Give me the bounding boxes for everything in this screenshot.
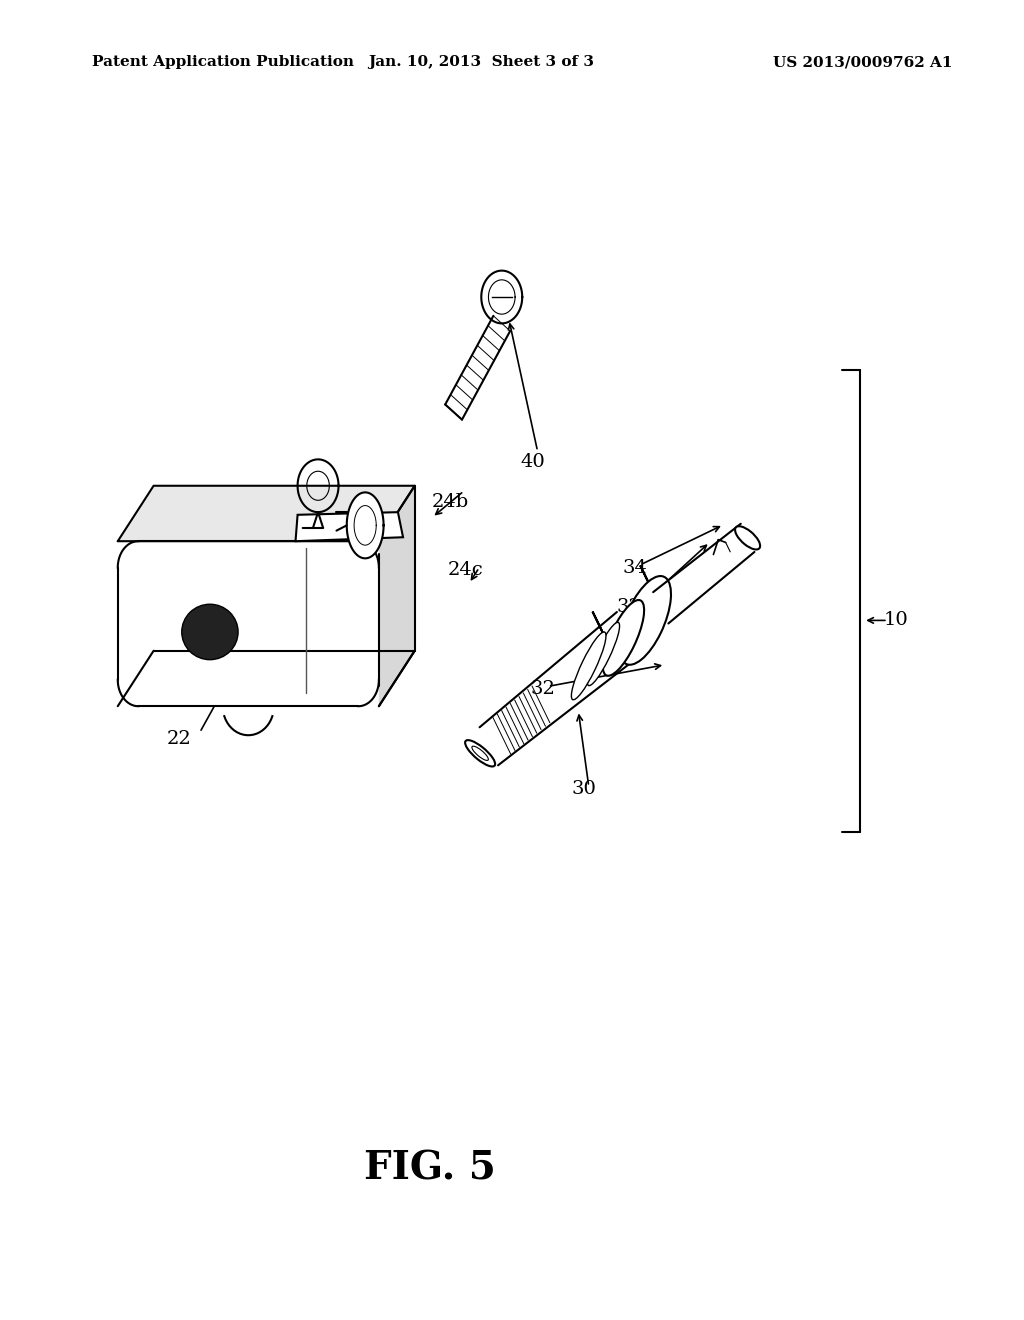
Text: 32a: 32a — [616, 598, 653, 616]
Polygon shape — [118, 486, 415, 541]
Text: 24: 24 — [326, 492, 350, 511]
Ellipse shape — [620, 576, 671, 665]
Ellipse shape — [472, 746, 488, 760]
Text: 22: 22 — [167, 730, 191, 748]
Text: US 2013/0009762 A1: US 2013/0009762 A1 — [773, 55, 952, 70]
Text: Patent Application Publication: Patent Application Publication — [92, 55, 354, 70]
Text: 40: 40 — [520, 453, 545, 471]
Text: 32: 32 — [530, 680, 555, 698]
Text: 30: 30 — [571, 780, 596, 799]
Polygon shape — [379, 486, 415, 706]
Text: 24b: 24b — [432, 492, 469, 511]
Text: Jan. 10, 2013  Sheet 3 of 3: Jan. 10, 2013 Sheet 3 of 3 — [369, 55, 594, 70]
Polygon shape — [296, 512, 403, 541]
Text: FIG. 5: FIG. 5 — [365, 1150, 496, 1187]
Text: 20: 20 — [126, 591, 151, 610]
Text: 10: 10 — [884, 611, 908, 630]
Ellipse shape — [588, 622, 620, 685]
Text: 24c: 24c — [449, 561, 483, 579]
Text: 24a: 24a — [289, 631, 326, 649]
Ellipse shape — [603, 601, 644, 676]
Polygon shape — [118, 541, 379, 706]
Ellipse shape — [182, 605, 239, 660]
Text: 34: 34 — [623, 558, 647, 577]
Ellipse shape — [347, 492, 384, 558]
Ellipse shape — [571, 632, 606, 700]
Ellipse shape — [735, 527, 760, 549]
Polygon shape — [593, 565, 660, 648]
Ellipse shape — [465, 741, 496, 767]
